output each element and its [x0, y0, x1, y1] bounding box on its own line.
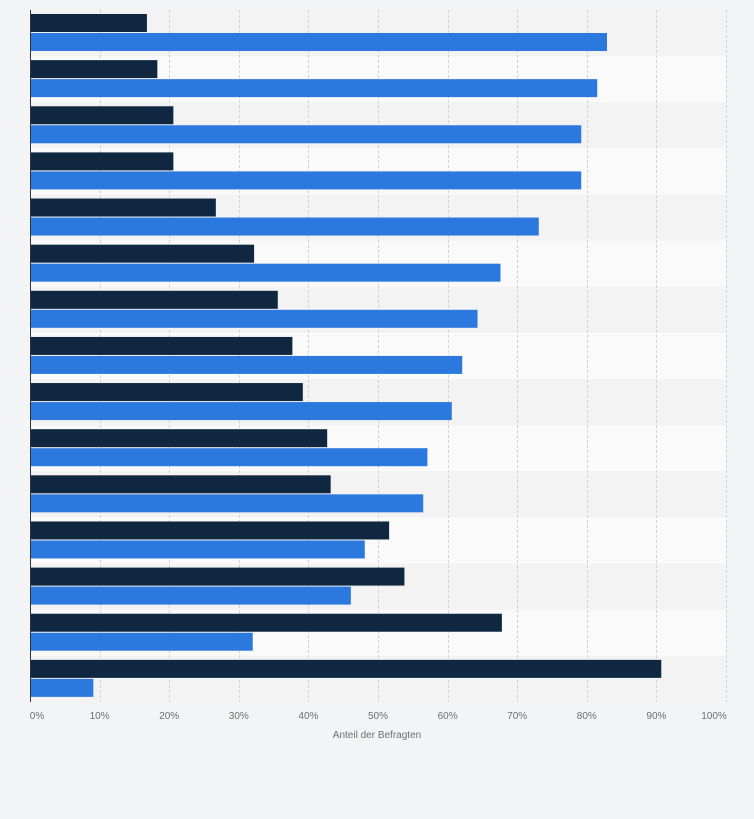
bar — [30, 429, 328, 448]
x-tick-label: 10% — [90, 711, 110, 722]
x-axis-title: Anteil der Befragten — [333, 730, 421, 741]
bar — [30, 402, 452, 421]
bar — [30, 494, 424, 513]
bar — [30, 79, 598, 98]
x-tick-label: 0% — [30, 711, 45, 722]
x-tick-labels: 0% 10% 20% 30% 40% 50% 60% 70% 80% 90% 100% — [30, 711, 727, 722]
bar — [30, 586, 351, 605]
bar — [30, 244, 255, 263]
bar — [30, 290, 278, 309]
x-tick-label: 50% — [368, 711, 388, 722]
bar — [30, 309, 478, 328]
bar — [30, 448, 428, 467]
x-tick-label: 20% — [159, 711, 179, 722]
bar — [30, 171, 582, 190]
x-tick-label: 40% — [298, 711, 318, 722]
bars — [30, 14, 662, 697]
bar — [30, 659, 662, 678]
bar — [30, 632, 253, 651]
bar — [30, 567, 405, 586]
bar — [30, 336, 293, 355]
bar — [30, 60, 158, 79]
bar — [30, 217, 539, 236]
x-tick-label: 30% — [229, 711, 249, 722]
bar — [30, 540, 365, 559]
bar — [30, 678, 94, 697]
x-tick-label: 100% — [701, 711, 727, 722]
bar — [30, 14, 147, 32]
bar — [30, 383, 303, 402]
bar — [30, 33, 607, 51]
x-tick-label: 70% — [507, 711, 527, 722]
bar — [30, 198, 216, 217]
bar — [30, 152, 174, 171]
bar — [30, 125, 582, 144]
bar — [30, 106, 174, 125]
bar — [30, 475, 331, 494]
bar — [30, 263, 501, 282]
bar — [30, 521, 390, 540]
x-tick-label: 90% — [646, 711, 666, 722]
bar — [30, 355, 463, 374]
x-tick-label: 80% — [577, 711, 597, 722]
x-tick-label: 60% — [438, 711, 458, 722]
bar — [30, 613, 502, 632]
